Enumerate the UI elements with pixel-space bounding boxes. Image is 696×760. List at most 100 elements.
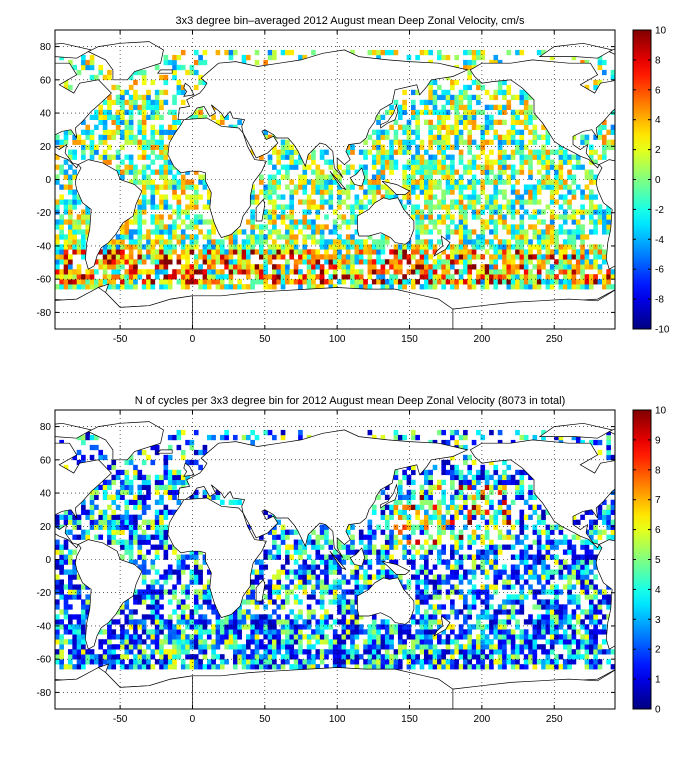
- bin-cell: [211, 629, 216, 635]
- bin-cell: [445, 129, 451, 135]
- bin-cell: [254, 264, 260, 270]
- bin-cell: [423, 284, 429, 290]
- bin-cell: [341, 244, 347, 250]
- bin-cell: [493, 549, 499, 555]
- bin-cell: [536, 244, 542, 250]
- bin-cell: [98, 659, 104, 665]
- bin-cell: [606, 274, 611, 280]
- bin-cell: [272, 634, 277, 640]
- bin-cell: [506, 89, 512, 96]
- bin-cell: [371, 279, 377, 285]
- bin-cell: [463, 244, 468, 250]
- bin-cell: [571, 659, 577, 665]
- bin-cell: [510, 189, 516, 195]
- bin-cell: [506, 544, 512, 550]
- bin-cell: [115, 244, 121, 250]
- bin-cell: [276, 229, 282, 235]
- bin-cell: [172, 54, 177, 61]
- bin-cell: [107, 254, 112, 260]
- land-outline: [55, 62, 112, 169]
- bin-cell: [272, 664, 277, 670]
- bin-cell: [554, 664, 559, 670]
- bin-cell: [575, 229, 581, 235]
- bin-cell: [606, 139, 611, 145]
- bin-cell: [528, 639, 533, 645]
- land-outline: [595, 159, 615, 270]
- bin-cell: [141, 589, 147, 595]
- bin-cell: [293, 184, 299, 190]
- bin-cell: [367, 189, 373, 195]
- bin-cell: [532, 184, 538, 190]
- bin-cell: [250, 619, 255, 625]
- bin-cell: [350, 274, 355, 280]
- bin-cell: [59, 269, 64, 275]
- bin-cell: [202, 244, 208, 250]
- bin-cell: [415, 134, 420, 140]
- bin-cell: [224, 624, 229, 630]
- bin-cell: [458, 269, 464, 275]
- bin-cell: [219, 654, 225, 660]
- bin-cell: [128, 544, 134, 550]
- bin-cell: [133, 69, 138, 76]
- bin-cell: [415, 609, 420, 615]
- bin-cell: [276, 204, 282, 210]
- bin-cell: [519, 164, 525, 170]
- bin-cell: [202, 254, 208, 260]
- bin-cell: [128, 639, 134, 645]
- bin-cell: [328, 284, 334, 290]
- bin-cell: [193, 554, 199, 560]
- bin-cell: [280, 284, 286, 290]
- bin-cell: [567, 214, 572, 220]
- bin-cell: [463, 269, 468, 275]
- bin-cell: [476, 624, 481, 630]
- bin-cell: [458, 219, 464, 225]
- bin-cell: [588, 634, 594, 640]
- bin-cell: [133, 214, 138, 220]
- bin-cell: [536, 49, 542, 56]
- bin-cell: [189, 269, 195, 275]
- bin-cell: [389, 149, 394, 155]
- bin-cell: [141, 204, 147, 210]
- bin-cell: [219, 659, 225, 665]
- bin-cell: [72, 139, 77, 145]
- bin-cell: [536, 184, 542, 190]
- bin-cell: [72, 149, 77, 155]
- bin-cell: [189, 639, 195, 645]
- bin-cell: [541, 254, 546, 260]
- bin-cell: [354, 574, 360, 580]
- bin-cell: [180, 64, 186, 71]
- bin-cell: [428, 219, 433, 225]
- bin-cell: [202, 79, 208, 86]
- bin-cell: [567, 564, 572, 570]
- bin-cell: [211, 259, 216, 265]
- bin-cell: [415, 599, 420, 605]
- bin-cell: [575, 554, 581, 560]
- bin-cell: [285, 164, 290, 170]
- bin-cell: [441, 124, 446, 130]
- bin-cell: [302, 624, 308, 630]
- bin-cell: [133, 589, 138, 595]
- bin-cell: [549, 254, 555, 260]
- bin-cell: [102, 639, 108, 645]
- bin-cell: [354, 644, 360, 650]
- bin-cell: [55, 539, 60, 545]
- bin-cell: [202, 619, 208, 625]
- bin-cell: [515, 624, 520, 630]
- bin-cell: [259, 659, 264, 665]
- bin-cell: [536, 624, 542, 630]
- bin-cell: [137, 169, 143, 175]
- bin-cell: [571, 549, 577, 555]
- bin-cell: [285, 49, 290, 56]
- bin-cell: [510, 114, 516, 120]
- bin-cell: [371, 619, 377, 625]
- bin-cell: [254, 274, 260, 280]
- bin-cell: [68, 174, 73, 180]
- bin-cell: [532, 634, 538, 640]
- bin-cell: [480, 49, 486, 56]
- bin-cell: [545, 184, 551, 190]
- bin-cell: [55, 224, 60, 230]
- bin-cell: [185, 644, 190, 650]
- bin-cell: [280, 564, 286, 570]
- bin-cell: [558, 654, 564, 660]
- bin-cell: [571, 54, 577, 61]
